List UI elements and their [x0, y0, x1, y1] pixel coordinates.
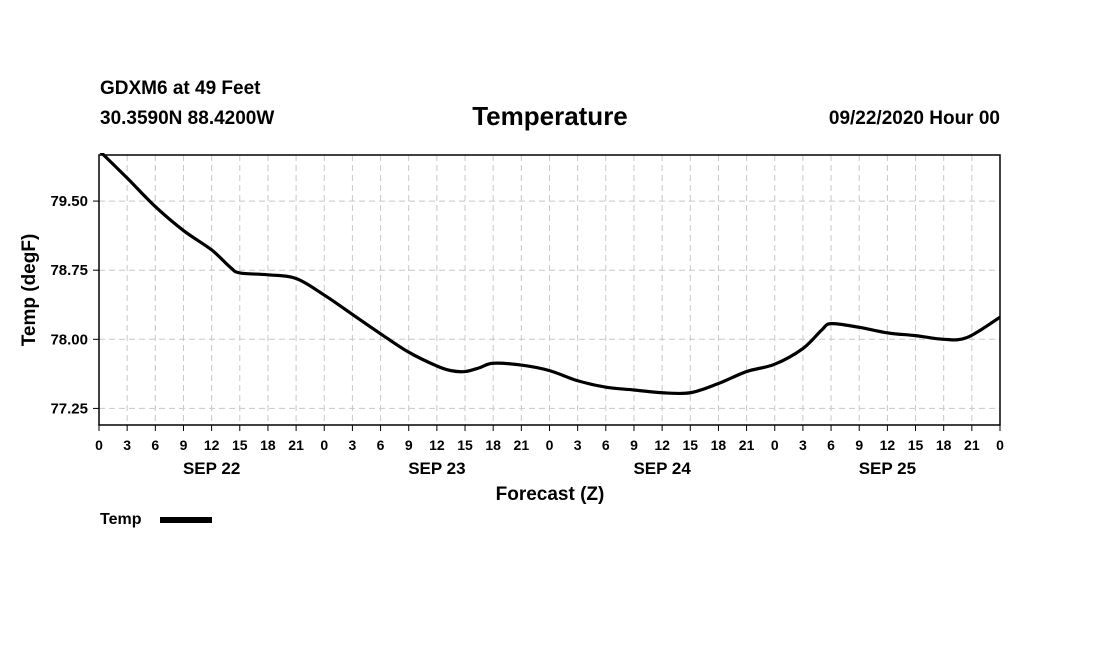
- y-tick-label: 79.50: [50, 193, 88, 210]
- x-tick-label: 12: [654, 437, 670, 453]
- day-label: SEP 23: [408, 459, 465, 478]
- x-tick-label: 18: [260, 437, 276, 453]
- x-tick-label: 3: [799, 437, 807, 453]
- legend: Temp: [100, 511, 212, 528]
- x-tick-label: 0: [546, 437, 554, 453]
- x-tick-label: 15: [232, 437, 248, 453]
- x-tick-label: 18: [936, 437, 952, 453]
- x-tick-label: 9: [855, 437, 863, 453]
- y-tick-label: 77.25: [50, 400, 88, 417]
- x-tick-label: 6: [602, 437, 610, 453]
- x-tick-label: 21: [964, 437, 980, 453]
- x-tick-label: 9: [630, 437, 638, 453]
- y-tick-label: 78.75: [50, 262, 88, 279]
- x-tick-label: 12: [880, 437, 896, 453]
- x-tick-label: 15: [682, 437, 698, 453]
- legend-label: Temp: [100, 511, 142, 528]
- x-tick-label: 21: [514, 437, 530, 453]
- x-tick-label: 9: [405, 437, 413, 453]
- timestamp-label: 09/22/2020 Hour 00: [829, 108, 1000, 129]
- chart-title: Temperature: [472, 101, 628, 131]
- x-tick-label: 15: [908, 437, 924, 453]
- tick-layer: 0 3 6 9 12 15 18 21 0 3 6 9 12 15 18 21 0 3 6 9 12 15 18 21 0 3 6 9…: [50, 193, 1004, 478]
- x-tick-label: 6: [377, 437, 385, 453]
- x-tick-label: 3: [574, 437, 582, 453]
- x-tick-label: 0: [320, 437, 328, 453]
- x-axis-label: Forecast (Z): [496, 484, 605, 505]
- day-label: SEP 22: [183, 459, 240, 478]
- day-label: SEP 25: [859, 459, 916, 478]
- x-tick-label: 18: [485, 437, 501, 453]
- x-tick-label: 15: [457, 437, 473, 453]
- temp-series-line: [99, 153, 1000, 396]
- x-tick-label: 6: [827, 437, 835, 453]
- grid-layer: [99, 155, 1000, 425]
- x-tick-label: 9: [180, 437, 188, 453]
- x-tick-label: 6: [151, 437, 159, 453]
- day-label: SEP 24: [633, 459, 691, 478]
- x-tick-label: 0: [95, 437, 103, 453]
- x-tick-label: 12: [204, 437, 220, 453]
- x-tick-label: 3: [123, 437, 131, 453]
- x-tick-label: 18: [711, 437, 727, 453]
- x-tick-label: 0: [771, 437, 779, 453]
- y-axis-label: Temp (degF): [19, 234, 40, 347]
- station-label: GDXM6 at 49 Feet: [100, 78, 261, 99]
- coords-label: 30.3590N 88.4200W: [100, 108, 274, 129]
- y-tick-label: 78.00: [50, 331, 88, 348]
- series-layer: [99, 153, 1000, 396]
- x-tick-label: 21: [288, 437, 304, 453]
- x-tick-label: 3: [349, 437, 357, 453]
- x-tick-label: 0: [996, 437, 1004, 453]
- x-tick-label: 21: [739, 437, 755, 453]
- x-tick-label: 12: [429, 437, 445, 453]
